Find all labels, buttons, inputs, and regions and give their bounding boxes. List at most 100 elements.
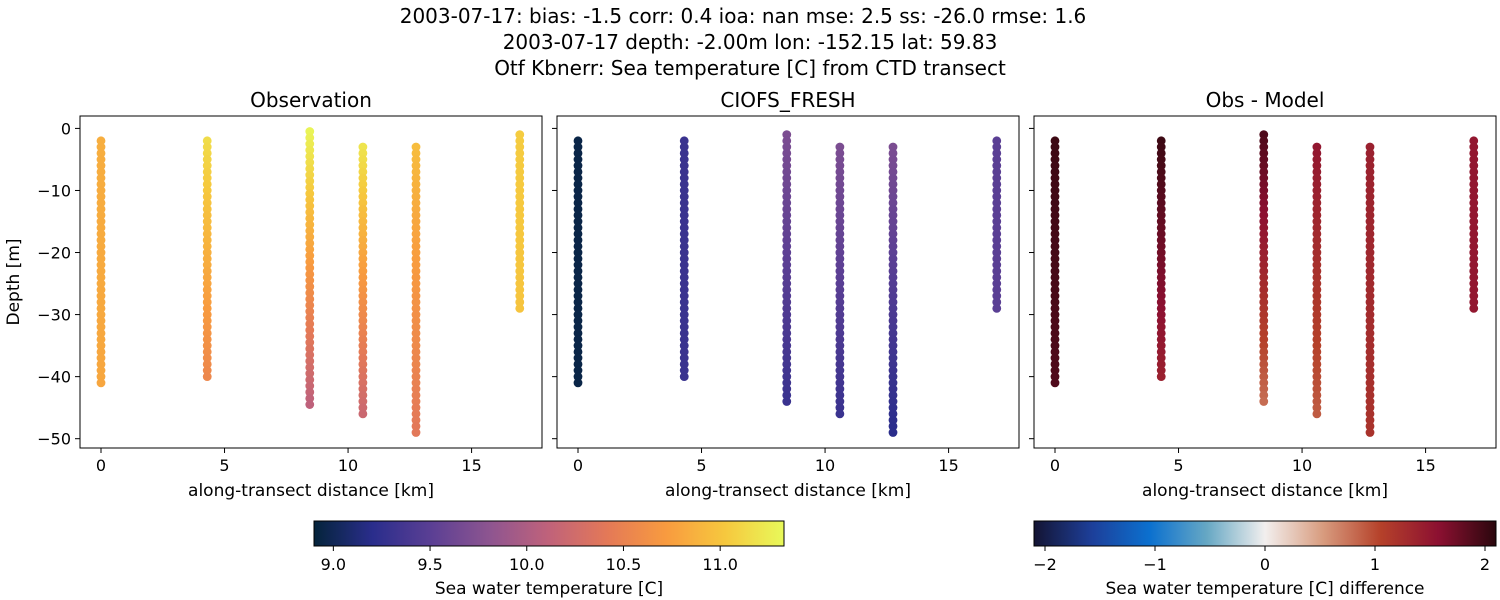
data-point <box>1259 328 1269 338</box>
data-point <box>411 291 421 301</box>
data-point <box>96 335 106 344</box>
data-point <box>679 254 689 264</box>
data-point <box>305 393 315 403</box>
data-point <box>782 192 792 202</box>
data-point <box>411 303 421 313</box>
data-point <box>1312 266 1322 276</box>
data-point <box>1050 235 1060 245</box>
data-point <box>202 272 212 282</box>
data-point <box>96 285 106 295</box>
data-point <box>888 390 898 400</box>
data-point <box>1312 148 1322 158</box>
data-point <box>1365 241 1375 251</box>
data-point <box>411 353 421 363</box>
data-point <box>1156 366 1166 375</box>
data-point <box>202 285 212 295</box>
data-point <box>358 223 368 233</box>
data-point <box>1365 235 1375 245</box>
data-point <box>679 372 689 382</box>
data-point <box>573 210 583 220</box>
data-points <box>96 127 525 437</box>
data-point <box>1050 204 1060 214</box>
data-point <box>835 291 845 301</box>
data-point <box>679 142 689 152</box>
data-point <box>515 161 525 171</box>
data-point <box>515 210 525 220</box>
data-point <box>1050 229 1060 239</box>
data-point <box>835 254 845 264</box>
data-point <box>96 179 106 189</box>
data-point <box>1156 148 1166 158</box>
data-point <box>782 359 792 369</box>
data-point <box>1050 192 1060 202</box>
data-point <box>358 341 368 351</box>
data-point <box>305 375 315 385</box>
data-point <box>992 198 1002 208</box>
data-point <box>1156 204 1166 214</box>
profile-5 <box>888 142 898 437</box>
data-point <box>679 148 689 158</box>
data-point <box>1365 297 1375 307</box>
data-point <box>1365 409 1375 419</box>
data-point <box>1312 310 1322 319</box>
data-point <box>305 288 315 298</box>
data-point <box>782 173 792 183</box>
data-point <box>1050 378 1060 388</box>
data-point <box>1259 279 1269 288</box>
data-point <box>1259 235 1269 245</box>
data-point <box>411 428 421 437</box>
data-point <box>1259 390 1269 400</box>
data-point <box>96 204 106 214</box>
data-point <box>1365 279 1375 288</box>
data-point <box>305 362 315 372</box>
data-point <box>1156 335 1166 344</box>
data-point <box>835 353 845 363</box>
data-point <box>411 173 421 183</box>
profile-2 <box>1156 136 1166 382</box>
data-point <box>992 235 1002 245</box>
data-point <box>1050 335 1060 344</box>
data-point <box>573 291 583 301</box>
data-point <box>992 192 1002 202</box>
data-point <box>358 390 368 400</box>
data-point <box>992 229 1002 239</box>
data-point <box>411 415 421 425</box>
data-point <box>1156 161 1166 171</box>
data-point <box>96 148 106 158</box>
data-point <box>96 310 106 319</box>
data-point <box>305 350 315 360</box>
data-point <box>1259 266 1269 276</box>
data-point <box>573 347 583 357</box>
data-point <box>679 204 689 214</box>
data-point <box>1156 353 1166 363</box>
data-point <box>96 347 106 357</box>
data-point <box>515 303 525 313</box>
colorbar-gradient <box>1033 520 1497 547</box>
data-point <box>1312 409 1322 419</box>
data-point <box>1050 359 1060 369</box>
data-point <box>835 409 845 419</box>
data-point <box>1259 210 1269 220</box>
data-point <box>1312 192 1322 202</box>
data-point <box>1312 372 1322 382</box>
data-point <box>1259 186 1269 195</box>
data-point <box>411 241 421 251</box>
data-point <box>573 366 583 375</box>
data-point <box>358 359 368 369</box>
axes-frame <box>1033 115 1497 449</box>
data-point <box>1050 173 1060 183</box>
data-point <box>992 241 1002 251</box>
data-point <box>515 142 525 152</box>
y-tick-label: 0 <box>61 119 71 138</box>
data-point <box>573 328 583 338</box>
data-point <box>573 279 583 288</box>
data-point <box>96 241 106 251</box>
data-point <box>1259 310 1269 319</box>
data-point <box>782 148 792 158</box>
data-point <box>358 142 368 152</box>
data-point <box>782 130 792 140</box>
data-point <box>835 366 845 375</box>
data-point <box>305 189 315 198</box>
data-point <box>782 341 792 351</box>
data-point <box>1259 372 1269 382</box>
